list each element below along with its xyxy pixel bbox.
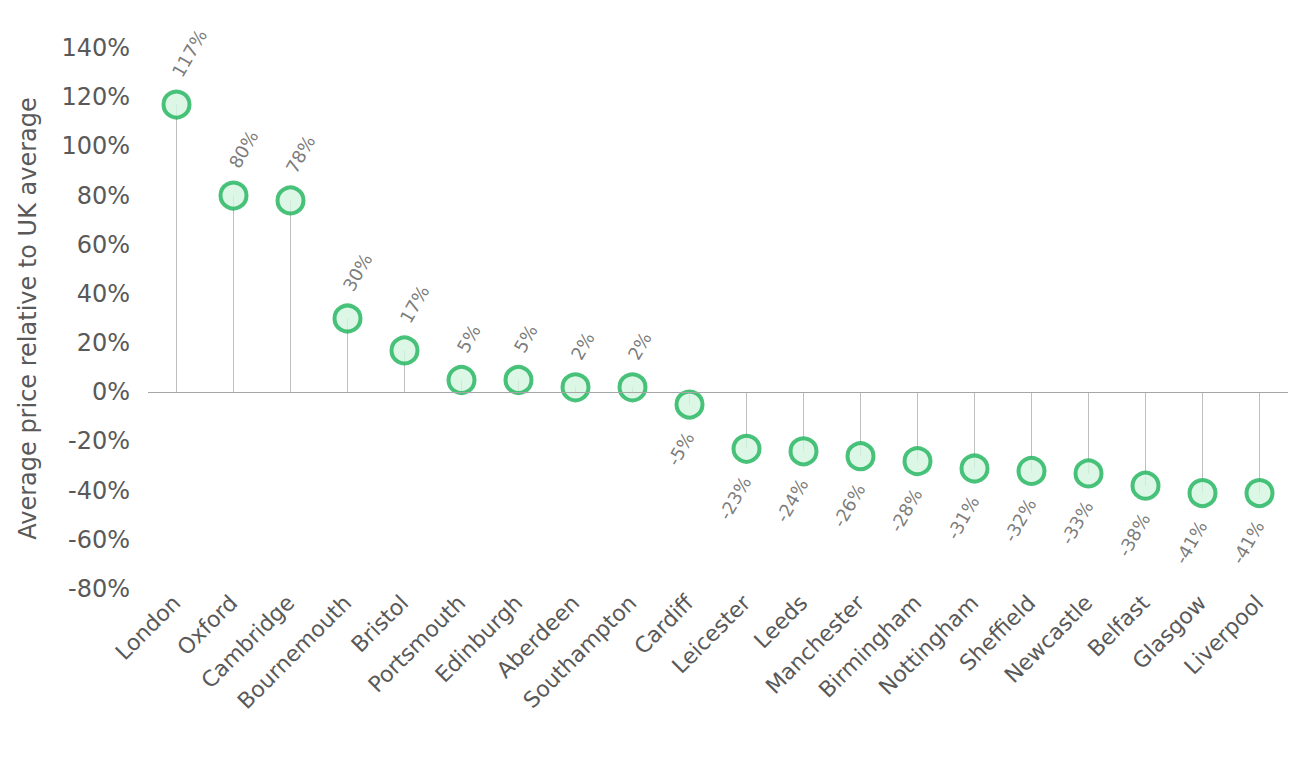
svg-text:2%: 2%: [566, 328, 598, 363]
svg-text:Cambridge: Cambridge: [196, 590, 300, 694]
svg-text:140%: 140%: [61, 34, 130, 62]
svg-text:-80%: -80%: [68, 575, 130, 603]
svg-text:Manchester: Manchester: [760, 590, 870, 699]
svg-text:-41%: -41%: [1170, 517, 1211, 568]
svg-text:Cardiff: Cardiff: [629, 590, 699, 660]
svg-text:40%: 40%: [77, 280, 130, 308]
svg-text:78%: 78%: [281, 132, 319, 177]
svg-text:100%: 100%: [61, 132, 130, 160]
svg-text:Nottingham: Nottingham: [873, 590, 984, 700]
svg-text:-40%: -40%: [68, 477, 130, 505]
svg-text:80%: 80%: [224, 127, 262, 172]
svg-text:120%: 120%: [61, 83, 130, 111]
svg-text:Bournemouth: Bournemouth: [233, 590, 357, 714]
svg-text:London: London: [111, 590, 186, 665]
svg-text:-33%: -33%: [1056, 497, 1097, 548]
svg-text:2%: 2%: [623, 328, 655, 363]
svg-text:Sheffield: Sheffield: [954, 590, 1041, 676]
svg-text:0%: 0%: [92, 378, 130, 406]
svg-text:5%: 5%: [509, 321, 541, 356]
svg-text:20%: 20%: [77, 329, 130, 357]
svg-text:60%: 60%: [77, 231, 130, 259]
svg-text:Leicester: Leicester: [667, 589, 756, 678]
svg-text:Edinburgh: Edinburgh: [430, 590, 528, 688]
svg-text:Birmingham: Birmingham: [813, 590, 927, 703]
svg-text:80%: 80%: [77, 182, 130, 210]
svg-text:Portsmouth: Portsmouth: [363, 590, 470, 697]
svg-text:-60%: -60%: [68, 526, 130, 554]
svg-text:-26%: -26%: [828, 480, 869, 531]
svg-text:Aberdeen: Aberdeen: [491, 590, 585, 683]
svg-text:117%: 117%: [167, 26, 211, 81]
svg-text:Leeds: Leeds: [749, 590, 813, 654]
svg-text:Average price relative to UK a: Average price relative to UK average: [14, 97, 42, 540]
svg-text:-31%: -31%: [942, 492, 983, 543]
svg-text:Bristol: Bristol: [346, 590, 414, 658]
svg-text:-24%: -24%: [771, 475, 812, 526]
svg-text:-20%: -20%: [68, 427, 130, 455]
svg-text:-23%: -23%: [714, 473, 755, 524]
svg-text:Belfast: Belfast: [1082, 590, 1155, 662]
svg-text:30%: 30%: [338, 250, 376, 295]
svg-text:Newcastle: Newcastle: [1000, 590, 1098, 688]
svg-text:-28%: -28%: [885, 485, 926, 536]
svg-text:17%: 17%: [395, 282, 433, 327]
svg-text:-41%: -41%: [1227, 517, 1268, 568]
svg-text:Glasgow: Glasgow: [1127, 590, 1212, 674]
svg-text:-32%: -32%: [999, 495, 1040, 546]
svg-text:Southampton: Southampton: [518, 590, 641, 713]
svg-text:Liverpool: Liverpool: [1179, 590, 1268, 679]
svg-text:Oxford: Oxford: [172, 590, 243, 661]
svg-text:-5%: -5%: [663, 428, 699, 469]
svg-text:5%: 5%: [452, 321, 484, 356]
svg-text:-38%: -38%: [1113, 509, 1154, 560]
